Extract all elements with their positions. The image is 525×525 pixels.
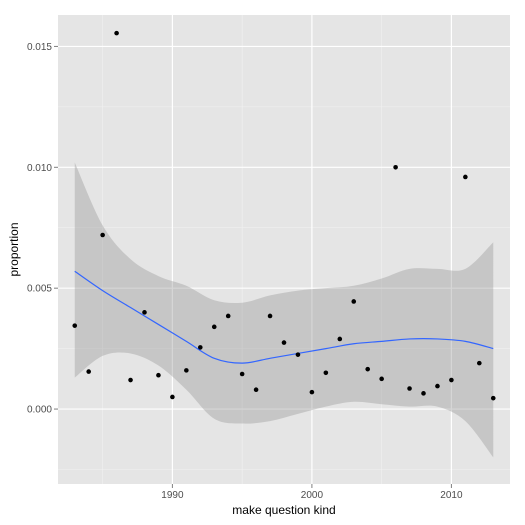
smooth-line xyxy=(74,270,494,364)
confidence-ribbon xyxy=(74,162,494,458)
data-point xyxy=(379,376,384,382)
y-tick-label: 0.010 xyxy=(27,163,52,174)
data-point xyxy=(490,395,496,401)
data-point xyxy=(253,387,259,393)
data-point xyxy=(337,336,343,342)
data-point xyxy=(267,313,273,319)
data-point xyxy=(323,370,329,376)
data-point xyxy=(365,366,371,372)
x-axis-ticks: 1990 2000 2010 xyxy=(161,484,463,501)
x-axis-title: make question kind xyxy=(232,503,335,517)
x-tick-label: 2000 xyxy=(301,490,324,501)
data-point xyxy=(435,383,440,389)
y-axis-title: proportion xyxy=(7,222,21,276)
data-point xyxy=(211,324,217,330)
data-point xyxy=(295,352,301,357)
major-grid xyxy=(58,15,510,484)
data-point xyxy=(100,232,105,238)
data-point xyxy=(156,372,161,378)
data-point xyxy=(449,377,454,383)
data-point xyxy=(239,371,245,377)
x-tick-label: 1990 xyxy=(161,490,184,501)
data-point xyxy=(407,386,412,391)
minor-grid xyxy=(58,15,510,484)
data-point xyxy=(477,360,482,366)
data-point xyxy=(197,345,203,350)
y-axis-ticks: 0.000 0.005 0.010 0.015 xyxy=(27,42,58,416)
data-point xyxy=(184,368,189,373)
data-point xyxy=(463,174,468,180)
plot-panel xyxy=(58,15,510,484)
x-tick-label: 2010 xyxy=(440,490,463,501)
data-point xyxy=(225,313,231,319)
data-point xyxy=(128,377,133,383)
data-point xyxy=(114,30,119,36)
y-tick-label: 0.005 xyxy=(27,284,52,295)
data-point xyxy=(142,310,147,315)
data-point xyxy=(86,369,91,374)
data-point xyxy=(281,340,287,345)
data-point xyxy=(421,391,426,396)
y-tick-label: 0.000 xyxy=(27,405,52,416)
data-point xyxy=(309,389,315,395)
data-point xyxy=(170,394,175,400)
data-point xyxy=(351,299,357,304)
data-point xyxy=(72,323,78,328)
data-point xyxy=(393,165,398,170)
y-tick-label: 0.015 xyxy=(27,42,52,53)
data-points xyxy=(72,30,496,401)
